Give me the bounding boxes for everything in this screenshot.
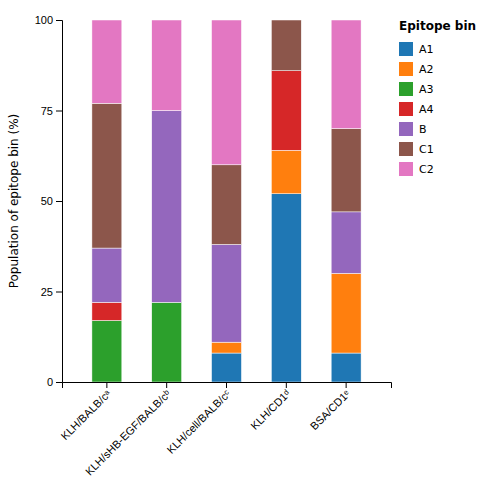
bar-segment [152,302,182,382]
y-tick: 0 [47,376,62,388]
bar-segment [271,20,301,71]
bar-segment [212,20,242,165]
series [92,20,361,165]
bar-segment [92,320,122,382]
bar-segment [92,302,122,320]
x-tick: KLH/CD1ᵈ [248,382,292,432]
legend-swatch [399,82,413,96]
legend-swatch [399,122,413,136]
legend-swatch [399,62,413,76]
legend-swatch [399,162,413,176]
legend: Epitope bin A1 A2 A3 A4 B C1 C2 [399,19,476,176]
y-tick-mark [56,382,62,383]
bar-segment [331,212,361,274]
y-tick-mark [56,201,62,202]
x-tick-mark [166,382,167,388]
y-tick-label: 100 [35,14,53,26]
legend-label: B [419,123,427,136]
x-axis-line [63,383,392,389]
legend-item: B [399,122,427,136]
y-axis: 0 25 50 75 100 [35,14,63,388]
legend-title: Epitope bin [399,19,476,33]
legend-swatch [399,142,413,156]
chart: 0 25 50 75 100 KLH/BALB/cᵃKLH/sHB-EGF/BALB/cᵇ… [0,0,488,500]
x-tick-label: KLH/CD1ᵈ [248,388,292,432]
bar-segment [212,353,242,382]
bar-segment [271,150,301,193]
y-axis-line [56,21,63,383]
y-tick: 50 [41,195,62,207]
x-tick-label: KLH/sHB-EGF/BALB/cᵇ [83,388,173,478]
y-tick-label: 0 [47,376,53,388]
y-tick: 100 [35,14,62,26]
legend-item: A1 [399,42,434,56]
series [92,302,182,382]
bar-segment [331,20,361,129]
y-tick-label: 75 [41,105,53,117]
x-tick-label: BSA/CD1ᵉ [308,388,353,433]
y-tick: 25 [41,286,62,298]
bar-segment [92,103,122,248]
legend-label: A1 [419,43,434,56]
legend-item: C1 [399,142,434,156]
bar-segment [152,111,182,303]
x-tick-label: KLH/cell/BALB/cᶜ [164,387,232,455]
bar-segment [331,273,361,353]
legend-swatch [399,102,413,116]
bar-segment [212,342,242,353]
y-tick-label: 50 [41,195,53,207]
y-tick-mark [56,111,62,112]
plot: 0 25 50 75 100 KLH/BALB/cᵃKLH/sHB-EGF/BALB/cᵇ… [7,14,392,478]
x-tick: KLH/sHB-EGF/BALB/cᵇ [83,382,173,478]
legend-label: A4 [419,103,434,116]
x-tick-mark [106,382,107,388]
bar-segment [92,248,122,302]
bar-segment [212,244,242,342]
legend-swatch [399,42,413,56]
bar-segment [152,20,182,111]
bar-segment [271,194,301,382]
y-axis-title: Population of epitope bin (%) [7,114,21,289]
legend-item: C2 [399,162,434,176]
series [92,20,361,248]
legend-label: A3 [419,83,434,96]
bar-segment [212,165,242,245]
legend-label: C2 [419,163,434,176]
bar-segment [92,20,122,103]
x-tick: KLH/cell/BALB/cᶜ [164,382,232,456]
x-tick: KLH/BALB/cᵃ [58,382,113,442]
series [92,71,301,321]
bar-segment [331,129,361,212]
legend-item: A4 [399,102,434,116]
x-tick-mark [286,382,287,388]
bars [92,20,361,382]
y-tick-label: 25 [41,286,53,298]
legend-label: A2 [419,63,434,76]
x-tick-label: KLH/BALB/cᵃ [58,387,113,442]
y-tick-mark [56,292,62,293]
x-axis: KLH/BALB/cᵃKLH/sHB-EGF/BALB/cᵇKLH/cell/B… [58,382,391,478]
x-tick-mark [346,382,347,388]
x-tick-mark [226,382,227,388]
bar-segment [271,71,301,151]
legend-label: C1 [419,143,434,156]
bar-segment [271,20,301,21]
legend-item: A3 [399,82,434,96]
x-tick: BSA/CD1ᵉ [308,382,353,432]
y-tick: 75 [41,105,62,117]
y-tick-mark [56,20,62,21]
bar-segment [331,353,361,382]
legend-item: A2 [399,62,434,76]
